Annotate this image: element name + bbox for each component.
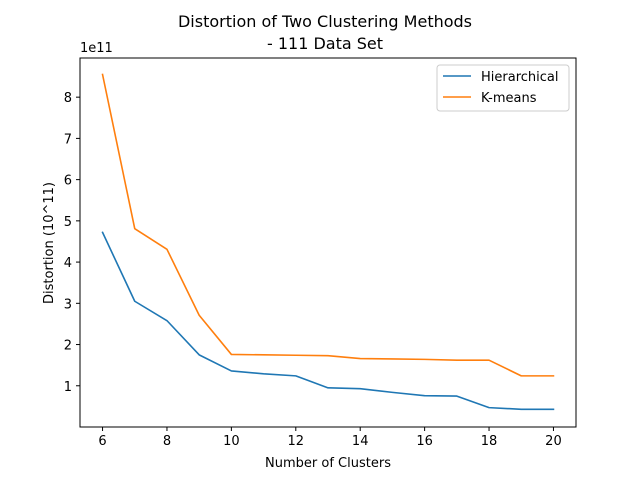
x-tick-label-6: 6 [98, 434, 106, 449]
x-tick-label-10: 10 [223, 434, 240, 449]
y-offset-label: 1e11 [80, 41, 113, 56]
y-tick-label-7: 7 [64, 132, 72, 147]
series-line-0 [101, 231, 555, 411]
y-axis-label: Distortion (10^11) [42, 182, 57, 304]
y-tick-label-1: 1 [64, 380, 72, 395]
y-tick-label-6: 6 [64, 174, 72, 189]
y-tick-label-8: 8 [64, 91, 72, 106]
x-tick-label-16: 16 [416, 434, 433, 449]
legend: Hierarchical K-means [436, 64, 570, 112]
y-tick-label-3: 3 [64, 297, 72, 312]
x-tick-label-20: 20 [545, 434, 562, 449]
x-tick-label-14: 14 [352, 434, 369, 449]
legend-label-0: Hierarchical [481, 70, 558, 85]
x-tick-label-12: 12 [288, 434, 305, 449]
chart-title: Distortion of Two Clustering Methods [178, 12, 472, 31]
y-tick-label-2: 2 [64, 339, 72, 354]
y-tick-label-5: 5 [64, 215, 72, 230]
axes-frame [79, 57, 577, 428]
x-tick-label-8: 8 [163, 434, 171, 449]
y-tick-label-4: 4 [64, 256, 72, 271]
legend-label-1: K-means [481, 91, 537, 106]
chart-subtitle: - 111 Data Set [267, 34, 383, 53]
series-line-1 [101, 73, 555, 377]
x-tick-label-18: 18 [481, 434, 498, 449]
x-axis-label: Number of Clusters [265, 456, 391, 471]
